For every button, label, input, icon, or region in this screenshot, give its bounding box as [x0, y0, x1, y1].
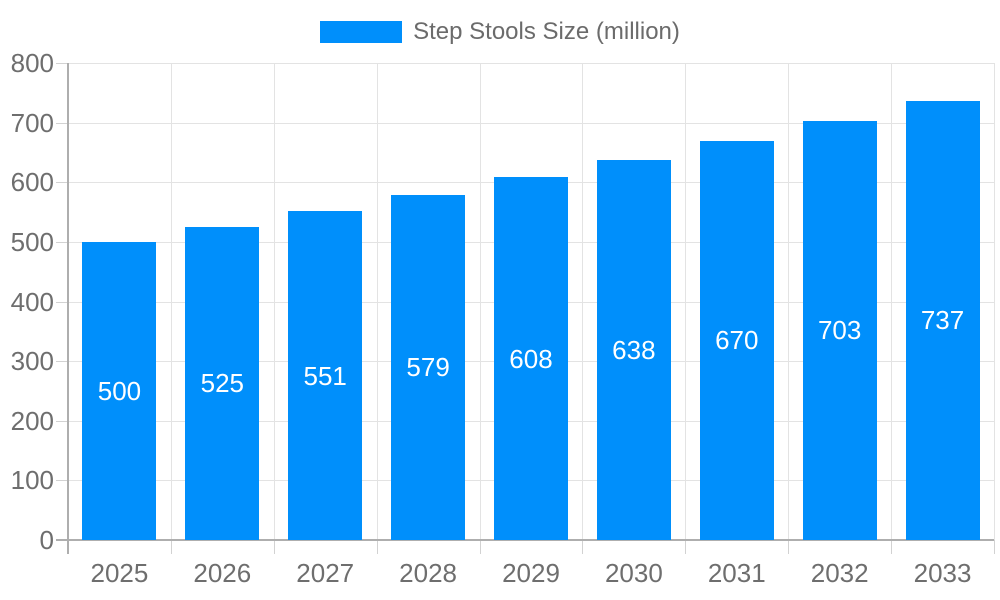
- y-axis-label: 0: [39, 525, 54, 555]
- bar[interactable]: [494, 177, 568, 540]
- bar[interactable]: [802, 120, 877, 540]
- bar-value-label: 551: [303, 360, 347, 391]
- x-axis-label: 2033: [913, 558, 972, 588]
- gridline-y: [68, 122, 994, 124]
- bar[interactable]: [391, 194, 466, 540]
- y-axis-label: 500: [10, 226, 54, 257]
- y-axis-tick: [56, 122, 68, 124]
- x-axis-label: 2031: [707, 558, 766, 588]
- x-axis-tick: [788, 540, 790, 554]
- x-axis-tick: [170, 540, 172, 554]
- x-axis-tick: [479, 540, 481, 554]
- x-axis-label: 2029: [502, 558, 560, 588]
- x-axis-label: 2025: [90, 558, 149, 588]
- x-axis-line: [56, 539, 994, 541]
- bar[interactable]: [596, 159, 671, 540]
- bar-value-label: 608: [509, 343, 553, 374]
- y-axis-tick: [56, 480, 68, 482]
- bar-value-label: 638: [612, 334, 656, 365]
- y-axis-label: 400: [10, 286, 54, 317]
- legend-label[interactable]: Step Stools Size (million): [413, 18, 680, 45]
- y-axis-tick: [56, 301, 68, 303]
- y-axis-label: 100: [10, 465, 54, 496]
- y-axis-tick: [56, 420, 68, 422]
- legend: Step Stools Size (million): [0, 18, 1000, 46]
- y-axis-label: 700: [10, 107, 54, 138]
- gridline-x: [479, 63, 481, 540]
- x-axis-label: 2032: [810, 558, 869, 588]
- gridline-x: [788, 63, 790, 540]
- x-axis-tick: [273, 540, 275, 554]
- bar-value-label: 579: [406, 352, 450, 383]
- y-axis-label: 300: [10, 346, 54, 377]
- y-axis-label: 200: [10, 405, 54, 436]
- x-axis-tick: [582, 540, 584, 554]
- bar-value-label: 500: [97, 375, 142, 406]
- y-axis-tick: [56, 182, 68, 184]
- gridline-x: [582, 63, 584, 540]
- x-axis-tick: [685, 540, 687, 554]
- gridline-x: [685, 63, 687, 540]
- gridline-y: [68, 63, 994, 64]
- y-axis-tick: [56, 241, 68, 243]
- bar-value-label: 525: [200, 368, 245, 399]
- gridline-x: [376, 63, 378, 540]
- bar[interactable]: [699, 140, 774, 540]
- y-axis-tick: [56, 361, 68, 363]
- bar[interactable]: [905, 100, 980, 540]
- x-axis-tick: [994, 540, 995, 554]
- y-axis-label: 600: [10, 167, 54, 198]
- y-axis-tick: [56, 63, 68, 64]
- legend-marker[interactable]: [320, 21, 403, 43]
- x-axis-tick: [891, 540, 893, 554]
- gridline-x: [273, 63, 275, 540]
- gridline-x: [170, 63, 172, 540]
- bar-value-label: 703: [817, 315, 862, 346]
- bar-value-label: 670: [715, 325, 759, 356]
- x-axis-tick: [376, 540, 378, 554]
- bar[interactable]: [288, 211, 363, 540]
- x-axis-label: 2026: [193, 558, 252, 588]
- bar[interactable]: [185, 226, 260, 540]
- bar-value-label: 737: [920, 305, 965, 336]
- x-axis-label: 2028: [399, 558, 458, 588]
- y-axis-line: [67, 63, 69, 554]
- gridline-x: [994, 63, 995, 540]
- x-axis-label: 2030: [604, 558, 663, 588]
- gridline-x: [891, 63, 893, 540]
- x-axis-label: 2027: [296, 558, 355, 588]
- y-axis-label: 800: [10, 48, 54, 78]
- bar[interactable]: [82, 241, 157, 540]
